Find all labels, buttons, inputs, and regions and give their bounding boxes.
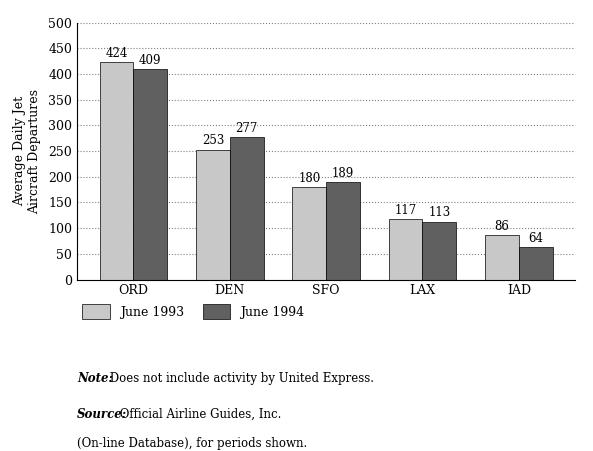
Text: Official Airline Guides, Inc.: Official Airline Guides, Inc. <box>116 408 281 421</box>
Y-axis label: Average Daily Jet
Aircraft Departures: Average Daily Jet Aircraft Departures <box>13 88 42 214</box>
Text: 424: 424 <box>106 46 127 60</box>
Text: Does not include activity by United Express.: Does not include activity by United Expr… <box>106 372 374 385</box>
Text: Source:: Source: <box>77 408 127 421</box>
Bar <box>519 247 553 280</box>
Bar <box>485 235 519 280</box>
Legend: June 1993, June 1994: June 1993, June 1994 <box>78 299 310 324</box>
Text: 180: 180 <box>298 172 320 185</box>
Bar <box>196 150 230 280</box>
Text: 253: 253 <box>202 134 224 147</box>
Text: 86: 86 <box>495 221 509 233</box>
Text: 113: 113 <box>428 207 451 220</box>
Text: (On-line Database), for periods shown.: (On-line Database), for periods shown. <box>77 437 307 451</box>
Text: 64: 64 <box>528 232 543 244</box>
Text: 277: 277 <box>235 122 258 135</box>
Text: 189: 189 <box>332 167 354 180</box>
Bar <box>100 62 133 280</box>
Text: 409: 409 <box>139 54 161 67</box>
Bar <box>326 183 360 280</box>
Bar <box>422 221 456 280</box>
Text: Note:: Note: <box>77 372 113 385</box>
Text: 117: 117 <box>394 204 417 217</box>
Bar <box>389 220 422 280</box>
Bar <box>133 69 167 280</box>
Bar <box>230 137 263 280</box>
Bar <box>292 187 326 280</box>
